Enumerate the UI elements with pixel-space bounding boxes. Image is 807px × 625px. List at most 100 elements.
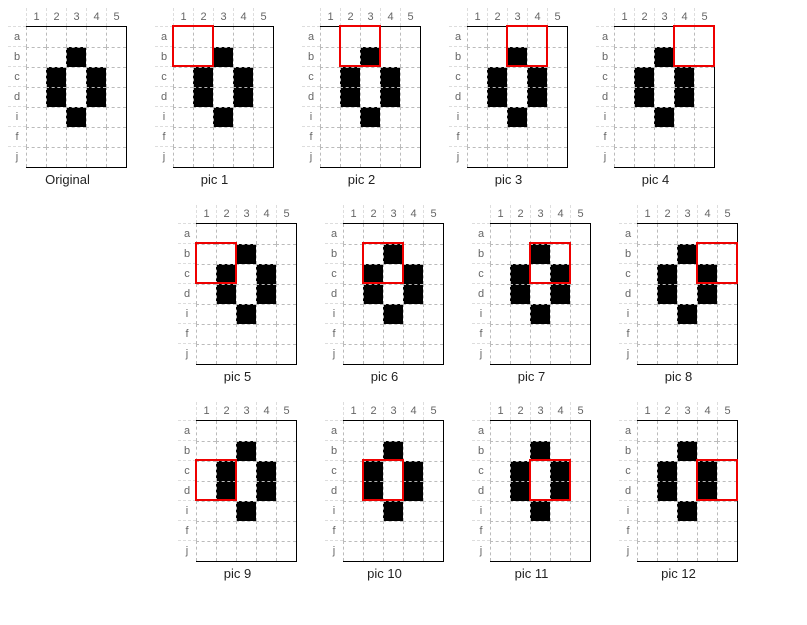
cell-empty xyxy=(697,501,717,521)
cell-filled xyxy=(507,107,527,127)
grid-row xyxy=(173,87,273,107)
cell-empty xyxy=(550,441,570,461)
cell-empty xyxy=(256,304,276,324)
cell-empty xyxy=(717,224,737,244)
row-header: b xyxy=(596,46,614,66)
grid-row xyxy=(637,224,737,244)
cell-empty xyxy=(490,304,510,324)
panel-p9: 12345abcdifjpic 9 xyxy=(178,402,297,581)
cell-empty xyxy=(193,107,213,127)
row-headers: abcdifj xyxy=(302,26,320,168)
col-header: 1 xyxy=(637,205,657,223)
cell-empty xyxy=(173,87,193,107)
row-header: c xyxy=(449,66,467,86)
row-header: d xyxy=(619,283,637,303)
row-header: c xyxy=(178,263,196,283)
row-header: b xyxy=(178,440,196,460)
cell-empty xyxy=(717,481,737,501)
cell-filled xyxy=(383,244,403,264)
cell-empty xyxy=(654,127,674,147)
col-header: 2 xyxy=(216,205,236,223)
cell-empty xyxy=(236,344,256,364)
row-header: i xyxy=(619,303,637,323)
row-header: a xyxy=(472,420,490,440)
col-header: 3 xyxy=(383,205,403,223)
cell-empty xyxy=(697,224,717,244)
cell-empty xyxy=(547,27,567,47)
row-header: f xyxy=(472,520,490,540)
cell-empty xyxy=(343,324,363,344)
cell-empty xyxy=(106,47,126,67)
grid-row xyxy=(196,521,296,541)
panel-caption: pic 2 xyxy=(348,172,375,187)
grid-row xyxy=(490,324,590,344)
cell-empty xyxy=(490,521,510,541)
col-header: 1 xyxy=(26,8,46,26)
cell-empty xyxy=(423,344,443,364)
cell-empty xyxy=(276,284,296,304)
cell-empty xyxy=(717,461,737,481)
cell-empty xyxy=(340,107,360,127)
grid-row xyxy=(343,224,443,244)
col-header: 2 xyxy=(634,8,654,26)
grid-row xyxy=(637,324,737,344)
cell-filled xyxy=(403,284,423,304)
cell-empty xyxy=(236,481,256,501)
corner-cell xyxy=(178,402,196,420)
cell-empty xyxy=(196,244,216,264)
grid-row xyxy=(343,421,443,441)
row-header: j xyxy=(8,146,26,166)
grid-row xyxy=(490,244,590,264)
cell-empty xyxy=(697,541,717,561)
row-header: f xyxy=(155,126,173,146)
row-headers: abcdifj xyxy=(472,223,490,365)
cell-filled xyxy=(46,67,66,87)
cell-empty xyxy=(550,541,570,561)
cell-empty xyxy=(236,521,256,541)
panel-p10: 12345abcdifjpic 10 xyxy=(325,402,444,581)
panel-caption: pic 11 xyxy=(515,566,549,581)
cell-empty xyxy=(196,481,216,501)
grid-row xyxy=(614,27,714,47)
cell-empty xyxy=(256,541,276,561)
cell-empty xyxy=(320,127,340,147)
cell-empty xyxy=(46,27,66,47)
cell-filled xyxy=(86,67,106,87)
cell-empty xyxy=(320,27,340,47)
cell-empty xyxy=(256,344,276,364)
row-header: d xyxy=(472,480,490,500)
col-headers: 12345 xyxy=(596,8,715,26)
cell-empty xyxy=(614,147,634,167)
row-header: f xyxy=(325,323,343,343)
panel-caption: pic 4 xyxy=(642,172,669,187)
col-header: 2 xyxy=(510,402,530,420)
cell-empty xyxy=(717,501,737,521)
cell-empty xyxy=(106,127,126,147)
grid-row xyxy=(490,441,590,461)
cell-empty xyxy=(510,224,530,244)
row-header: d xyxy=(596,86,614,106)
row-header: f xyxy=(325,520,343,540)
cell-empty xyxy=(510,344,530,364)
grid-panel: 12345abcdifj xyxy=(178,402,297,562)
row-headers: abcdifj xyxy=(596,26,614,168)
cell-empty xyxy=(196,344,216,364)
cell-empty xyxy=(717,541,737,561)
cell-empty xyxy=(527,47,547,67)
grid-row xyxy=(637,244,737,264)
cell-filled xyxy=(213,47,233,67)
grid-row xyxy=(26,27,126,47)
cell-empty xyxy=(213,147,233,167)
grid-row xyxy=(320,127,420,147)
col-header: 5 xyxy=(276,205,296,223)
grid-row xyxy=(196,244,296,264)
cell-empty xyxy=(276,441,296,461)
col-header: 1 xyxy=(343,402,363,420)
cell-empty xyxy=(697,304,717,324)
col-headers: 12345 xyxy=(155,8,274,26)
row-header: a xyxy=(619,223,637,243)
grid-inner xyxy=(490,223,591,365)
panel-caption: pic 10 xyxy=(367,566,402,581)
cell-empty xyxy=(570,521,590,541)
cell-empty xyxy=(637,304,657,324)
